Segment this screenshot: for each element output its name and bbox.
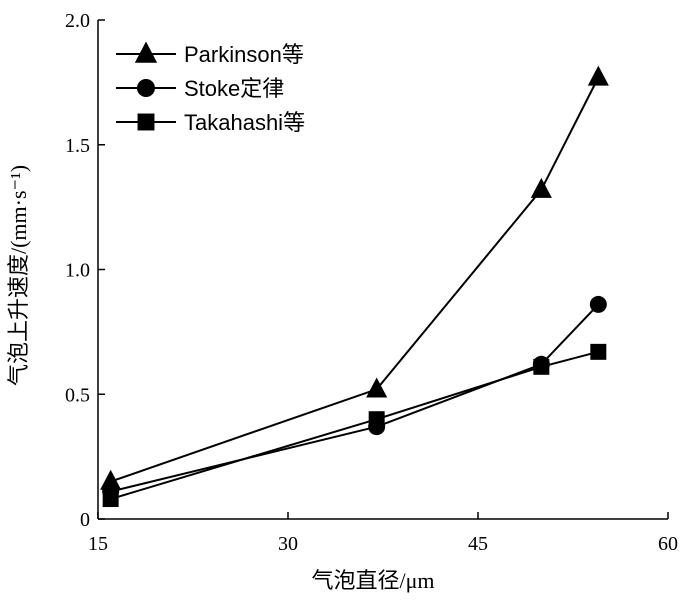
axes: 15 30 45 60 0 0.5 1.0 1.5 2.0 [65,10,678,555]
x-axis-label: 气泡直径/μm [311,568,434,593]
legend-label: Stoke定律 [184,76,284,101]
y-tick-label: 1.0 [65,260,90,282]
series-line [110,350,599,500]
data-point-circle [589,295,607,313]
x-tick-label: 60 [658,533,678,555]
data-point-square [533,358,550,375]
legend-marker-circle [137,79,155,97]
y-axis-label: 气泡上升速度/(mm·s⁻¹) [6,165,31,386]
y-tick-label: 0 [80,509,90,531]
data-point-triangle [366,377,388,398]
data-point-square [368,411,385,428]
series-triangle [100,65,609,490]
y-tick-label: 0.5 [65,384,90,406]
legend-label: Parkinson等 [184,42,304,67]
x-tick-label: 30 [278,533,298,555]
series-layer [100,65,609,508]
legend-item: Takahashi等 [116,110,305,135]
series-square [102,343,607,508]
legend-marker-square [137,113,155,131]
x-tick-label: 45 [468,533,488,555]
data-point-triangle [100,469,122,490]
data-point-square [102,491,119,508]
data-point-triangle [530,177,552,198]
x-tick-label: 15 [88,533,108,555]
data-point-triangle [587,65,609,86]
legend-label: Takahashi等 [184,110,305,135]
y-tick-label: 1.5 [65,135,90,157]
legend-marker-triangle [134,41,158,63]
data-point-square [590,343,607,360]
legend-item: Parkinson等 [116,41,304,67]
legend: Parkinson等 Stoke定律 Takahashi等 [116,41,305,135]
legend-item: Stoke定律 [116,76,284,101]
y-tick-label: 2.0 [65,10,90,32]
series-line [110,76,600,483]
